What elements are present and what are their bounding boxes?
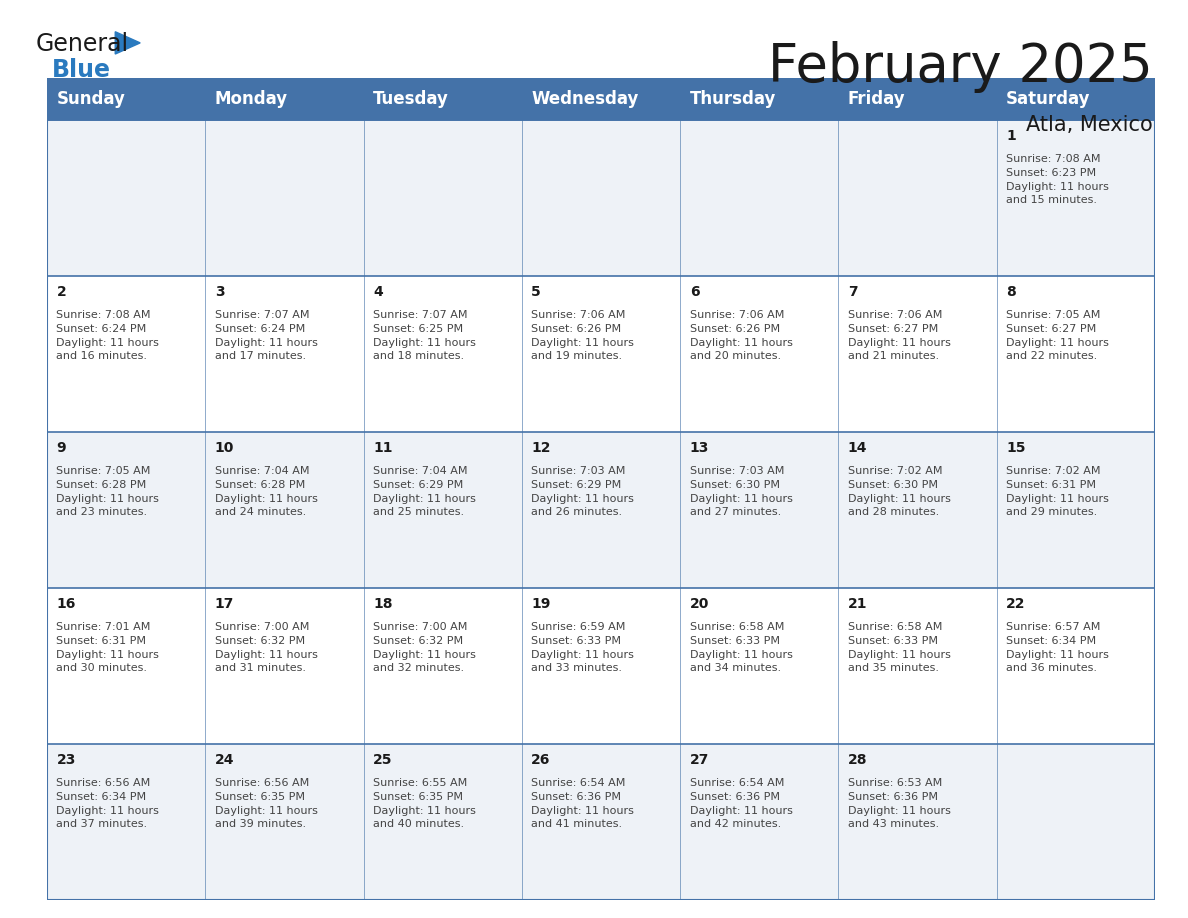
Text: Sunrise: 7:05 AM
Sunset: 6:28 PM
Daylight: 11 hours
and 23 minutes.: Sunrise: 7:05 AM Sunset: 6:28 PM Dayligh… bbox=[57, 466, 159, 517]
Text: Sunrise: 6:58 AM
Sunset: 6:33 PM
Daylight: 11 hours
and 35 minutes.: Sunrise: 6:58 AM Sunset: 6:33 PM Dayligh… bbox=[848, 622, 950, 673]
Text: 21: 21 bbox=[848, 598, 867, 611]
Bar bbox=[997, 78, 1155, 120]
Text: 9: 9 bbox=[57, 442, 67, 455]
Polygon shape bbox=[115, 32, 140, 54]
Bar bbox=[48, 78, 206, 120]
Text: Sunrise: 7:01 AM
Sunset: 6:31 PM
Daylight: 11 hours
and 30 minutes.: Sunrise: 7:01 AM Sunset: 6:31 PM Dayligh… bbox=[57, 622, 159, 673]
Text: 24: 24 bbox=[215, 754, 234, 767]
Bar bbox=[522, 78, 681, 120]
Text: 17: 17 bbox=[215, 598, 234, 611]
Text: Sunrise: 7:08 AM
Sunset: 6:24 PM
Daylight: 11 hours
and 16 minutes.: Sunrise: 7:08 AM Sunset: 6:24 PM Dayligh… bbox=[57, 310, 159, 361]
Text: Sunrise: 6:55 AM
Sunset: 6:35 PM
Daylight: 11 hours
and 40 minutes.: Sunrise: 6:55 AM Sunset: 6:35 PM Dayligh… bbox=[373, 778, 476, 829]
Text: Sunrise: 6:57 AM
Sunset: 6:34 PM
Daylight: 11 hours
and 36 minutes.: Sunrise: 6:57 AM Sunset: 6:34 PM Dayligh… bbox=[1006, 622, 1110, 673]
Text: Sunrise: 7:06 AM
Sunset: 6:27 PM
Daylight: 11 hours
and 21 minutes.: Sunrise: 7:06 AM Sunset: 6:27 PM Dayligh… bbox=[848, 310, 950, 361]
Text: Monday: Monday bbox=[215, 90, 287, 108]
Text: 5: 5 bbox=[531, 285, 541, 299]
Bar bbox=[364, 78, 522, 120]
Text: Sunrise: 7:03 AM
Sunset: 6:29 PM
Daylight: 11 hours
and 26 minutes.: Sunrise: 7:03 AM Sunset: 6:29 PM Dayligh… bbox=[531, 466, 634, 517]
Bar bbox=[681, 78, 839, 120]
Text: 22: 22 bbox=[1006, 598, 1025, 611]
Text: Sunrise: 6:58 AM
Sunset: 6:33 PM
Daylight: 11 hours
and 34 minutes.: Sunrise: 6:58 AM Sunset: 6:33 PM Dayligh… bbox=[690, 622, 792, 673]
Bar bbox=[48, 432, 1155, 588]
Text: Friday: Friday bbox=[848, 90, 905, 108]
Bar bbox=[48, 744, 1155, 900]
Text: 16: 16 bbox=[57, 598, 76, 611]
Text: Sunrise: 6:59 AM
Sunset: 6:33 PM
Daylight: 11 hours
and 33 minutes.: Sunrise: 6:59 AM Sunset: 6:33 PM Dayligh… bbox=[531, 622, 634, 673]
Text: 18: 18 bbox=[373, 598, 392, 611]
Text: Thursday: Thursday bbox=[690, 90, 776, 108]
Text: Sunrise: 7:05 AM
Sunset: 6:27 PM
Daylight: 11 hours
and 22 minutes.: Sunrise: 7:05 AM Sunset: 6:27 PM Dayligh… bbox=[1006, 310, 1110, 361]
Text: Sunrise: 7:07 AM
Sunset: 6:24 PM
Daylight: 11 hours
and 17 minutes.: Sunrise: 7:07 AM Sunset: 6:24 PM Dayligh… bbox=[215, 310, 317, 361]
Text: Sunrise: 6:56 AM
Sunset: 6:35 PM
Daylight: 11 hours
and 39 minutes.: Sunrise: 6:56 AM Sunset: 6:35 PM Dayligh… bbox=[215, 778, 317, 829]
Text: Blue: Blue bbox=[52, 59, 112, 83]
Text: 11: 11 bbox=[373, 442, 392, 455]
Text: Sunrise: 7:00 AM
Sunset: 6:32 PM
Daylight: 11 hours
and 31 minutes.: Sunrise: 7:00 AM Sunset: 6:32 PM Dayligh… bbox=[215, 622, 317, 673]
Text: 7: 7 bbox=[848, 285, 858, 299]
Text: Saturday: Saturday bbox=[1006, 90, 1091, 108]
Text: 13: 13 bbox=[690, 442, 709, 455]
Text: Sunday: Sunday bbox=[57, 90, 126, 108]
Text: 19: 19 bbox=[531, 598, 551, 611]
Text: Atla, Mexico: Atla, Mexico bbox=[1025, 115, 1152, 135]
Text: 4: 4 bbox=[373, 285, 383, 299]
Text: February 2025: February 2025 bbox=[767, 41, 1152, 94]
Text: Sunrise: 7:00 AM
Sunset: 6:32 PM
Daylight: 11 hours
and 32 minutes.: Sunrise: 7:00 AM Sunset: 6:32 PM Dayligh… bbox=[373, 622, 476, 673]
Text: 25: 25 bbox=[373, 754, 392, 767]
Text: 14: 14 bbox=[848, 442, 867, 455]
Text: Sunrise: 7:08 AM
Sunset: 6:23 PM
Daylight: 11 hours
and 15 minutes.: Sunrise: 7:08 AM Sunset: 6:23 PM Dayligh… bbox=[1006, 154, 1110, 205]
Text: Sunrise: 6:54 AM
Sunset: 6:36 PM
Daylight: 11 hours
and 41 minutes.: Sunrise: 6:54 AM Sunset: 6:36 PM Dayligh… bbox=[531, 778, 634, 829]
Text: Sunrise: 7:06 AM
Sunset: 6:26 PM
Daylight: 11 hours
and 20 minutes.: Sunrise: 7:06 AM Sunset: 6:26 PM Dayligh… bbox=[690, 310, 792, 361]
Text: Wednesday: Wednesday bbox=[531, 90, 639, 108]
Text: Sunrise: 7:06 AM
Sunset: 6:26 PM
Daylight: 11 hours
and 19 minutes.: Sunrise: 7:06 AM Sunset: 6:26 PM Dayligh… bbox=[531, 310, 634, 361]
Text: 1: 1 bbox=[1006, 129, 1016, 143]
Bar bbox=[48, 276, 1155, 432]
Text: 23: 23 bbox=[57, 754, 76, 767]
Text: Sunrise: 7:03 AM
Sunset: 6:30 PM
Daylight: 11 hours
and 27 minutes.: Sunrise: 7:03 AM Sunset: 6:30 PM Dayligh… bbox=[690, 466, 792, 517]
Text: Sunrise: 7:07 AM
Sunset: 6:25 PM
Daylight: 11 hours
and 18 minutes.: Sunrise: 7:07 AM Sunset: 6:25 PM Dayligh… bbox=[373, 310, 476, 361]
Text: 15: 15 bbox=[1006, 442, 1025, 455]
Text: 20: 20 bbox=[690, 598, 709, 611]
Text: 2: 2 bbox=[57, 285, 67, 299]
Text: 26: 26 bbox=[531, 754, 551, 767]
Bar bbox=[206, 78, 364, 120]
Text: General: General bbox=[36, 32, 128, 56]
Text: 10: 10 bbox=[215, 442, 234, 455]
Text: 6: 6 bbox=[690, 285, 700, 299]
Text: Sunrise: 7:04 AM
Sunset: 6:29 PM
Daylight: 11 hours
and 25 minutes.: Sunrise: 7:04 AM Sunset: 6:29 PM Dayligh… bbox=[373, 466, 476, 517]
Bar bbox=[839, 78, 997, 120]
Text: 3: 3 bbox=[215, 285, 225, 299]
Text: Sunrise: 6:56 AM
Sunset: 6:34 PM
Daylight: 11 hours
and 37 minutes.: Sunrise: 6:56 AM Sunset: 6:34 PM Dayligh… bbox=[57, 778, 159, 829]
Text: Sunrise: 7:02 AM
Sunset: 6:30 PM
Daylight: 11 hours
and 28 minutes.: Sunrise: 7:02 AM Sunset: 6:30 PM Dayligh… bbox=[848, 466, 950, 517]
Text: 8: 8 bbox=[1006, 285, 1016, 299]
Bar bbox=[48, 120, 1155, 276]
Text: Sunrise: 6:53 AM
Sunset: 6:36 PM
Daylight: 11 hours
and 43 minutes.: Sunrise: 6:53 AM Sunset: 6:36 PM Dayligh… bbox=[848, 778, 950, 829]
Bar bbox=[48, 588, 1155, 744]
Text: 27: 27 bbox=[690, 754, 709, 767]
Text: Sunrise: 6:54 AM
Sunset: 6:36 PM
Daylight: 11 hours
and 42 minutes.: Sunrise: 6:54 AM Sunset: 6:36 PM Dayligh… bbox=[690, 778, 792, 829]
Text: 28: 28 bbox=[848, 754, 867, 767]
Text: Tuesday: Tuesday bbox=[373, 90, 449, 108]
Text: 12: 12 bbox=[531, 442, 551, 455]
Text: Sunrise: 7:04 AM
Sunset: 6:28 PM
Daylight: 11 hours
and 24 minutes.: Sunrise: 7:04 AM Sunset: 6:28 PM Dayligh… bbox=[215, 466, 317, 517]
Text: Sunrise: 7:02 AM
Sunset: 6:31 PM
Daylight: 11 hours
and 29 minutes.: Sunrise: 7:02 AM Sunset: 6:31 PM Dayligh… bbox=[1006, 466, 1110, 517]
